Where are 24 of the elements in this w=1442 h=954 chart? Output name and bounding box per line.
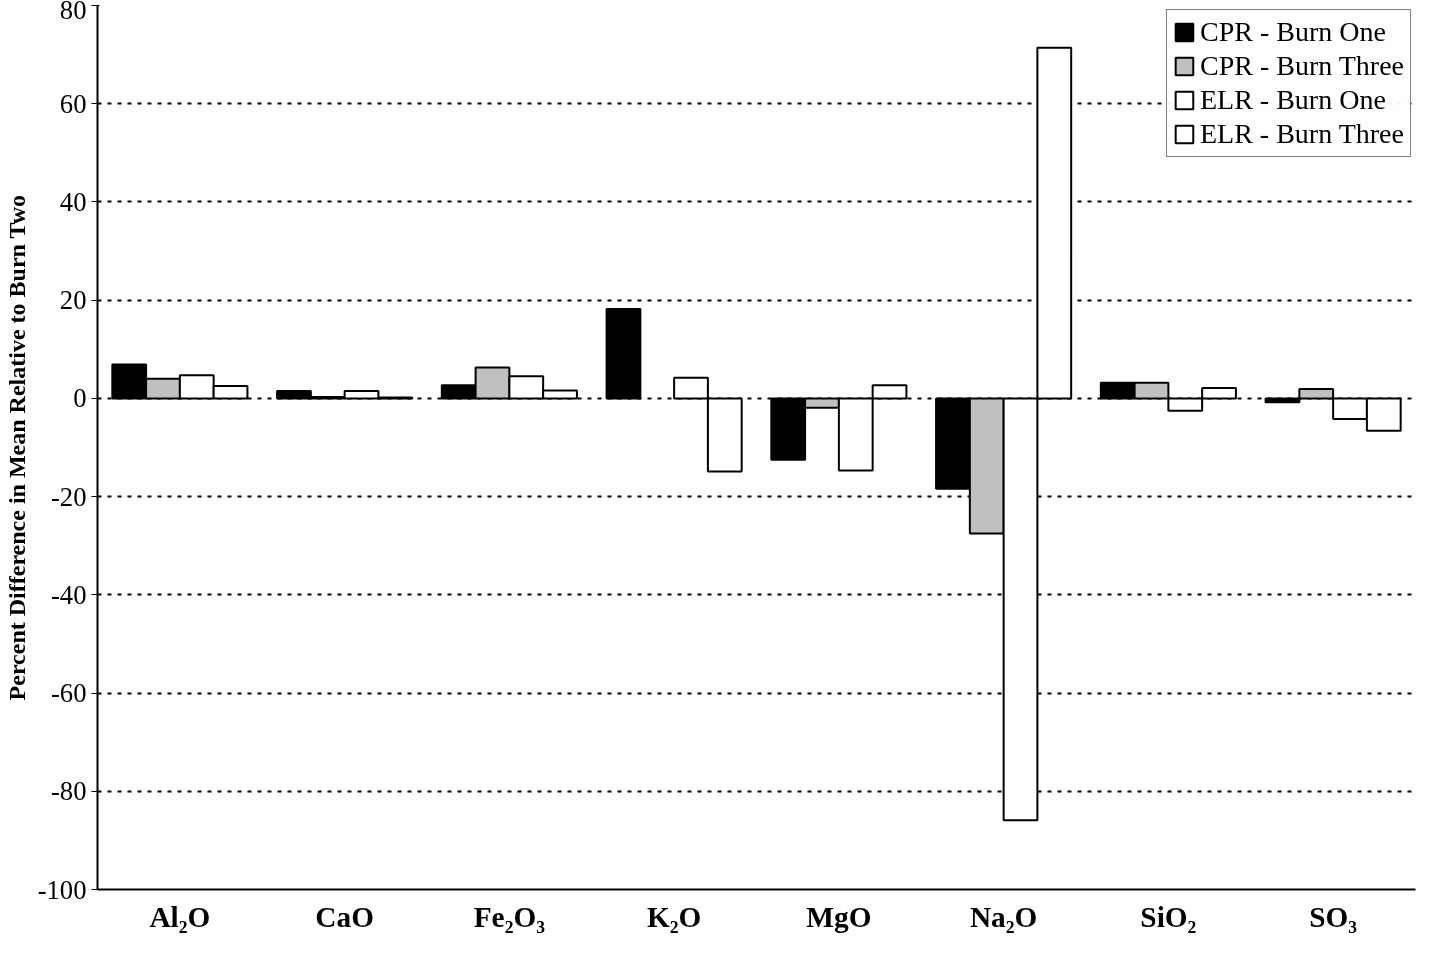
y-tick-label: -80 <box>50 776 87 807</box>
x-tick-label: K₂O <box>646 900 702 933</box>
legend-label: CPR - Burn Three <box>1199 50 1404 82</box>
x-tick-label: CaO <box>315 900 374 933</box>
x-tick-label: Na₂O <box>969 900 1038 933</box>
y-tick-label: -100 <box>37 874 87 905</box>
legend-label: ELR - Burn Three <box>1199 118 1404 150</box>
x-tick-label: Al₂O <box>149 900 211 933</box>
y-axis-title: Percent Difference in Mean Relative to Burn Two <box>3 194 30 701</box>
x-tick-label: SiO₂ <box>1140 900 1197 933</box>
y-tick-label: 20 <box>59 285 87 316</box>
legend-label: CPR - Burn One <box>1199 16 1386 48</box>
y-tick-label: 0 <box>73 383 87 414</box>
y-tick-label: 80 <box>59 0 87 25</box>
x-tick-label: MgO <box>806 900 872 933</box>
y-tick-label: -60 <box>50 678 87 709</box>
y-tick-label: -20 <box>50 481 87 512</box>
x-tick-label: Fe₂O₃ <box>473 900 546 933</box>
y-tick-label: -40 <box>50 579 87 610</box>
y-tick-label: 40 <box>59 186 87 217</box>
x-tick-label: SO₃ <box>1309 900 1358 933</box>
legend-label: ELR - Burn One <box>1199 84 1386 116</box>
bar <box>605 308 642 400</box>
y-tick-label: 60 <box>59 88 87 119</box>
